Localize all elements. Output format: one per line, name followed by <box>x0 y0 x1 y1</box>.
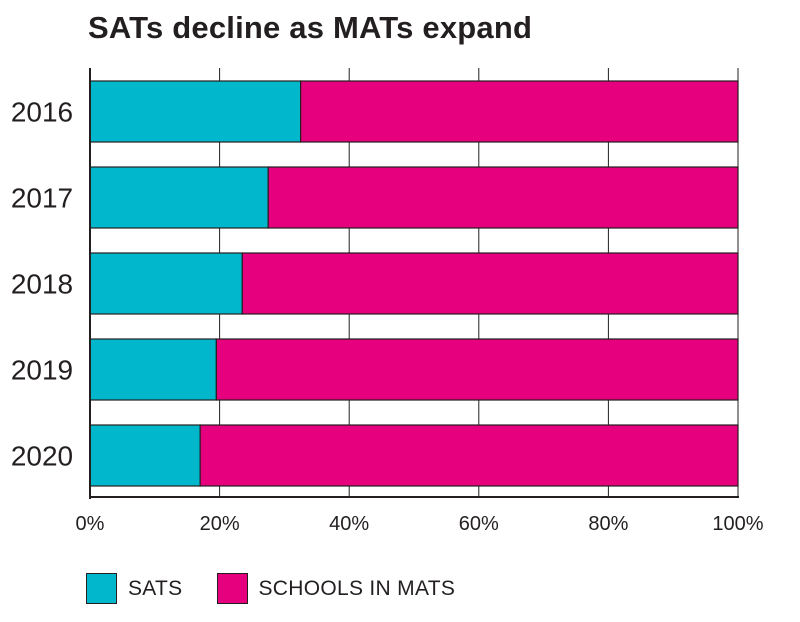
x-tick-label-20: 20% <box>200 513 240 535</box>
legend-label-schools-in-mats: SCHOOLS IN MATS <box>258 576 456 600</box>
bar-schools-in-mats-2018 <box>241 252 739 315</box>
y-category-label-2017: 2017 <box>11 183 73 214</box>
x-tick-label-100: 100% <box>712 513 763 535</box>
bar-schools-in-mats-2020 <box>199 424 739 487</box>
x-tick-label-80: 80% <box>588 513 628 535</box>
bar-sats-2017 <box>89 166 269 229</box>
chart-title: SATs decline as MATs expand <box>88 10 533 45</box>
y-category-label-2019: 2019 <box>11 355 73 386</box>
legend-swatch-schools-in-mats <box>216 573 248 604</box>
bar-sats-2016 <box>89 80 302 143</box>
legend-item-sats: SATS <box>86 573 183 604</box>
bar-sats-2019 <box>89 338 217 401</box>
x-tick-label-60: 60% <box>459 513 499 535</box>
bar-schools-in-mats-2017 <box>267 166 739 229</box>
bar-schools-in-mats-2019 <box>215 338 739 401</box>
y-category-label-2020: 2020 <box>11 441 73 472</box>
x-tick-label-40: 40% <box>329 513 369 535</box>
y-category-label-2016: 2016 <box>11 97 73 128</box>
bar-sats-2018 <box>89 252 243 315</box>
x-tick-label-0: 0% <box>76 513 105 535</box>
bars <box>89 80 739 487</box>
axis-labels: 0% 20% 40% 60% 80% 100% 2016 2017 2018 2019 2020 <box>11 97 764 536</box>
legend: SATS SCHOOLS IN MATS <box>86 573 489 604</box>
axes <box>89 68 739 499</box>
bar-sats-2020 <box>89 424 201 487</box>
y-category-label-2018: 2018 <box>11 269 73 300</box>
legend-swatch-sats <box>86 573 117 604</box>
legend-label-sats: SATS <box>128 576 183 600</box>
bar-schools-in-mats-2016 <box>300 80 739 143</box>
legend-item-schools-in-mats: SCHOOLS IN MATS <box>216 573 456 604</box>
